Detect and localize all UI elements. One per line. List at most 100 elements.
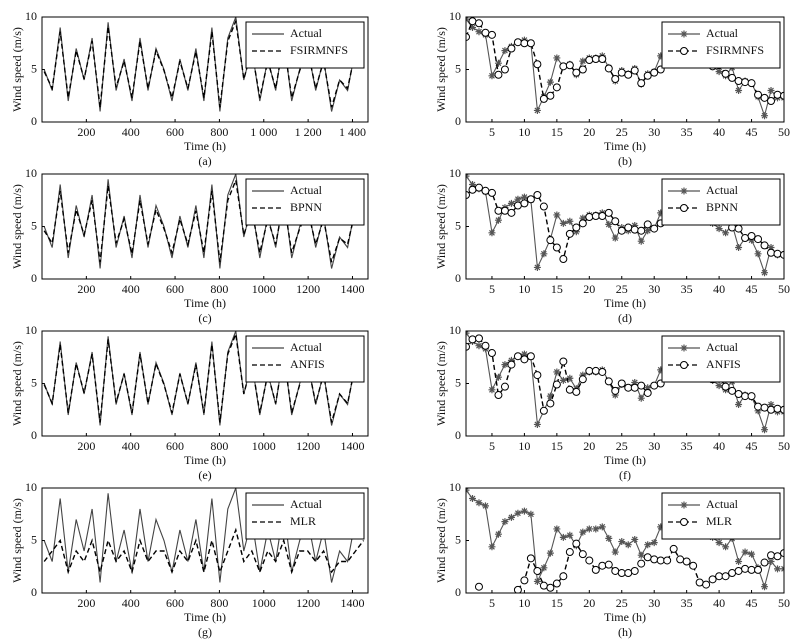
y-tick-label: 5	[31, 375, 37, 389]
marker	[533, 371, 542, 380]
marker	[474, 19, 483, 28]
marker	[494, 70, 503, 79]
marker	[721, 382, 730, 391]
marker	[708, 575, 717, 584]
x-axis-label: Time (h)	[604, 139, 646, 153]
x-tick-label: 45	[746, 125, 758, 139]
marker	[598, 561, 607, 570]
y-tick-label: 0	[31, 271, 37, 285]
marker	[715, 539, 723, 547]
legend-box	[245, 335, 365, 383]
marker	[741, 234, 750, 243]
marker	[565, 229, 574, 238]
marker	[760, 241, 769, 250]
plot-area	[466, 488, 784, 593]
y-axis-label: Wind speed (m/s)	[10, 341, 24, 426]
x-tick-label: 800	[210, 439, 228, 453]
marker	[617, 226, 626, 235]
legend-label: Actual	[290, 497, 323, 511]
x-tick-label: 1200	[296, 439, 320, 453]
marker	[728, 73, 737, 82]
marker	[585, 556, 594, 565]
x-tick-label: 400	[122, 596, 140, 610]
x-tick-label: 20	[583, 125, 595, 139]
marker	[657, 366, 665, 374]
x-axis-label: Time (h)	[184, 139, 226, 153]
marker	[741, 564, 750, 573]
marker	[650, 381, 659, 390]
marker	[559, 219, 567, 227]
marker	[533, 577, 541, 585]
marker	[514, 195, 522, 203]
marker	[598, 212, 607, 220]
marker	[637, 551, 645, 559]
marker	[592, 525, 600, 533]
legend-box	[245, 21, 365, 69]
marker	[644, 227, 652, 235]
marker	[780, 250, 784, 259]
marker	[552, 243, 561, 252]
marker	[559, 376, 567, 384]
marker	[578, 375, 587, 384]
x-tick-label: 1 200	[295, 125, 322, 139]
panel: 5 10 15 20 25 30 35 40 45 50 0 5 10 Time (h) Wind spee…	[434, 323, 790, 482]
x-tick-label: 200	[77, 439, 95, 453]
marker	[611, 234, 619, 242]
marker	[481, 341, 490, 350]
x-tick-label: 15	[551, 125, 563, 139]
marker	[585, 56, 594, 65]
marker	[767, 248, 776, 257]
x-tick-label: 600	[166, 439, 184, 453]
legend-marker	[680, 47, 688, 55]
marker	[488, 386, 496, 394]
axes-frame	[465, 487, 785, 594]
marker	[637, 559, 646, 568]
marker	[643, 553, 652, 562]
x-tick-label: 400	[122, 125, 140, 139]
marker	[637, 394, 645, 402]
marker	[617, 379, 626, 388]
marker	[591, 366, 600, 375]
marker	[553, 211, 561, 219]
marker	[773, 404, 782, 413]
marker	[715, 68, 723, 76]
marker	[611, 74, 620, 83]
x-tick-label: 10	[518, 282, 530, 296]
marker	[682, 557, 691, 566]
panel-caption: (f)	[619, 468, 631, 482]
x-tick-label: 35	[681, 439, 693, 453]
y-tick-label: 10	[449, 480, 461, 494]
x-tick-label: 1 000	[250, 125, 277, 139]
marker	[500, 206, 509, 215]
marker	[656, 556, 665, 565]
legend-label: FSIRMNFS	[290, 43, 348, 57]
y-axis-label: Wind speed (m/s)	[434, 498, 448, 583]
y-tick-label: 5	[455, 375, 461, 389]
marker	[468, 181, 476, 188]
marker	[611, 217, 620, 226]
marker	[579, 214, 587, 222]
marker	[533, 106, 541, 114]
series-line	[43, 18, 365, 108]
marker	[546, 236, 555, 245]
marker	[657, 523, 665, 531]
x-tick-label: 40	[713, 439, 725, 453]
marker	[734, 390, 743, 398]
marker	[566, 374, 574, 382]
marker	[466, 342, 470, 351]
marker	[748, 550, 756, 558]
marker	[526, 195, 535, 204]
marker	[618, 538, 626, 546]
marker	[637, 381, 646, 390]
marker	[559, 357, 568, 366]
marker	[591, 55, 600, 63]
panel: 200 400 600 800 1000 1200 1400 0 5 10 Time (h) Wind…	[10, 480, 369, 639]
x-tick-label: 1000	[252, 282, 276, 296]
marker	[715, 572, 724, 581]
marker	[591, 212, 600, 220]
x-tick-label: 400	[122, 439, 140, 453]
axes-frame	[465, 16, 785, 123]
x-tick-label: 200	[77, 282, 95, 296]
marker	[585, 366, 594, 375]
marker	[513, 201, 522, 210]
